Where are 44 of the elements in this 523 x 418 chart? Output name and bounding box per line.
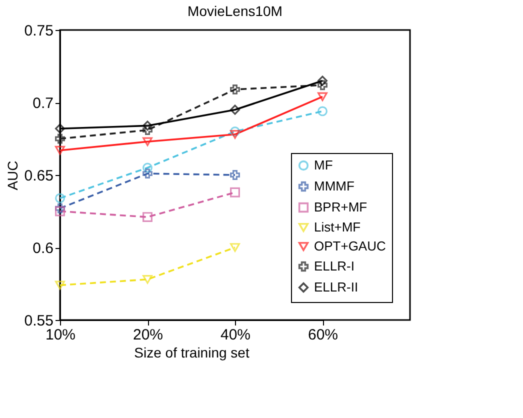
x-tick-label: 60% bbox=[308, 326, 338, 344]
point bbox=[318, 80, 328, 90]
point bbox=[142, 137, 152, 146]
point bbox=[142, 125, 152, 136]
y-tick-label: 0.75 bbox=[24, 22, 54, 40]
point bbox=[318, 76, 328, 86]
y-tick-label: 0.65 bbox=[24, 168, 54, 184]
y-tick-label: 0.6 bbox=[32, 240, 54, 257]
point bbox=[318, 106, 328, 116]
point bbox=[55, 203, 65, 214]
legend-label: MMMF bbox=[314, 178, 354, 194]
y-tick-label: 0.55 bbox=[24, 312, 54, 330]
x-tick-label: 20% bbox=[132, 326, 164, 344]
legend-label: MF bbox=[314, 158, 333, 172]
point bbox=[318, 92, 328, 102]
point bbox=[142, 212, 152, 222]
legend-label: ELLR-I bbox=[314, 258, 354, 274]
point bbox=[142, 120, 152, 131]
legend-label: ELLR-II bbox=[314, 280, 358, 294]
legend-label: OPT+GAUC bbox=[314, 238, 386, 254]
legend-label: BPR+MF bbox=[314, 200, 368, 214]
point bbox=[230, 130, 240, 139]
chart-title: MovieLens10M bbox=[188, 3, 282, 19]
x-tick-label: 10% bbox=[45, 326, 76, 344]
x-axis-title: Size of training set bbox=[134, 344, 250, 360]
y-axis-title: AUC bbox=[4, 160, 20, 190]
point bbox=[55, 206, 65, 216]
point bbox=[142, 162, 152, 173]
point bbox=[142, 168, 152, 179]
point bbox=[55, 280, 65, 290]
legend-label: List+MF bbox=[314, 220, 361, 234]
point bbox=[230, 243, 240, 252]
point bbox=[55, 124, 65, 134]
point bbox=[230, 170, 240, 180]
point bbox=[55, 193, 65, 204]
point bbox=[55, 134, 65, 144]
point bbox=[230, 84, 240, 94]
point bbox=[230, 126, 240, 136]
point bbox=[55, 146, 65, 155]
y-tick-label: 0.7 bbox=[32, 95, 54, 112]
point bbox=[230, 187, 240, 198]
point bbox=[142, 274, 152, 284]
x-tick-label: 40% bbox=[220, 326, 251, 344]
point bbox=[230, 104, 240, 115]
